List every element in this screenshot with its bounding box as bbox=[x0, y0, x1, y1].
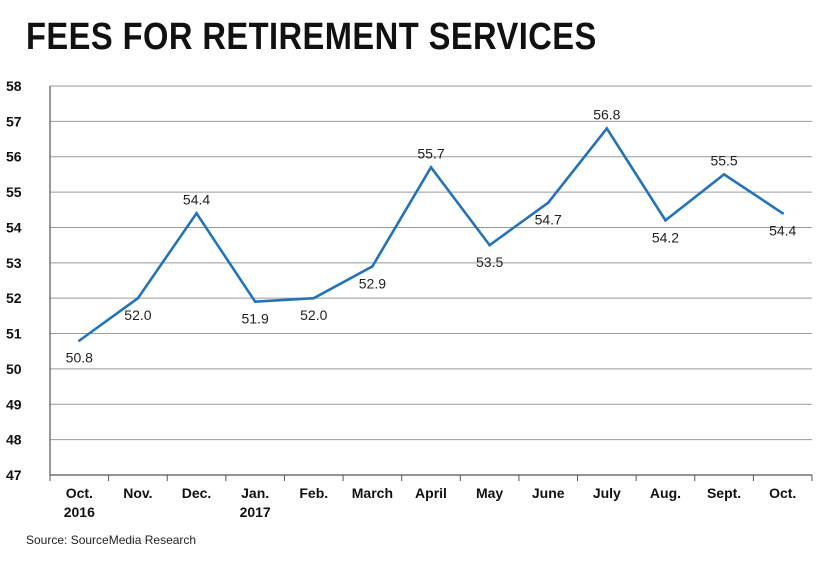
y-tick-label: 56 bbox=[6, 149, 22, 165]
data-point bbox=[136, 296, 140, 300]
y-tick-label: 53 bbox=[6, 255, 22, 271]
x-tick-label: April bbox=[415, 485, 447, 501]
x-tick-label: Nov. bbox=[123, 485, 152, 501]
data-point bbox=[781, 212, 784, 215]
y-tick-label: 50 bbox=[6, 361, 22, 377]
data-label: 55.7 bbox=[417, 145, 444, 161]
data-label: 50.8 bbox=[66, 350, 93, 366]
gridlines bbox=[49, 85, 812, 476]
series-group bbox=[78, 126, 784, 342]
data-label: 54.4 bbox=[769, 222, 796, 238]
y-tick-label: 47 bbox=[6, 467, 22, 483]
x-tick-label: Aug. bbox=[650, 485, 681, 501]
data-point bbox=[195, 212, 198, 215]
x-tick-label: Oct. bbox=[769, 485, 796, 501]
data-label: 51.9 bbox=[242, 311, 269, 327]
data-point bbox=[664, 219, 667, 222]
x-tick-label-year: 2016 bbox=[64, 504, 95, 520]
data-point bbox=[312, 296, 316, 300]
y-tick-label: 52 bbox=[6, 290, 22, 306]
y-tick-label: 57 bbox=[6, 113, 22, 129]
data-label: 55.5 bbox=[710, 152, 737, 168]
x-tick-label: May bbox=[476, 485, 503, 501]
data-point bbox=[371, 265, 374, 268]
x-tick-label: Feb. bbox=[299, 485, 328, 501]
data-label: 54.2 bbox=[652, 229, 679, 245]
x-axis: Oct. 2016 Nov. Dec. Jan. 2017 Feb. March April Ma… bbox=[49, 475, 813, 520]
x-tick-label: Dec. bbox=[182, 485, 212, 501]
data-label: 56.8 bbox=[593, 106, 620, 122]
x-tick-label: Jan. bbox=[241, 485, 269, 501]
data-label: 54.4 bbox=[183, 191, 210, 207]
x-tick-label: Oct. bbox=[66, 485, 93, 501]
x-tick-label: June bbox=[532, 485, 565, 501]
data-point bbox=[429, 166, 433, 169]
y-tick-label: 54 bbox=[6, 219, 22, 235]
data-point bbox=[253, 300, 257, 304]
data-point bbox=[722, 173, 726, 176]
y-tick-label: 48 bbox=[6, 432, 22, 448]
y-axis: 47 48 49 50 51 52 53 54 55 56 57 58 bbox=[6, 78, 22, 483]
data-point bbox=[546, 201, 550, 204]
y-tick-label: 49 bbox=[6, 396, 22, 412]
data-point bbox=[488, 243, 491, 247]
data-point bbox=[605, 127, 609, 130]
x-tick-label: July bbox=[593, 485, 621, 501]
data-label: 54.7 bbox=[535, 212, 562, 228]
x-tick-label: Sept. bbox=[707, 485, 741, 501]
x-tick-label: March bbox=[352, 485, 393, 501]
x-tick-label-year: 2017 bbox=[240, 504, 271, 520]
data-label: 52.0 bbox=[300, 307, 327, 323]
data-point bbox=[78, 339, 81, 342]
source-note: Source: SourceMedia Research bbox=[26, 533, 197, 547]
data-label: 52.0 bbox=[124, 307, 151, 323]
data-label: 52.9 bbox=[359, 275, 386, 291]
y-tick-label: 58 bbox=[6, 78, 22, 94]
data-label: 53.5 bbox=[476, 254, 503, 270]
y-tick-label: 55 bbox=[6, 184, 22, 200]
data-labels: 50.8 52.0 54.4 51.9 52.0 52.9 55.7 53.5 54.7 56.8… bbox=[66, 106, 797, 365]
y-tick-label: 51 bbox=[6, 326, 22, 342]
chart-title: FEES FOR RETIREMENT SERVICES bbox=[26, 16, 597, 58]
